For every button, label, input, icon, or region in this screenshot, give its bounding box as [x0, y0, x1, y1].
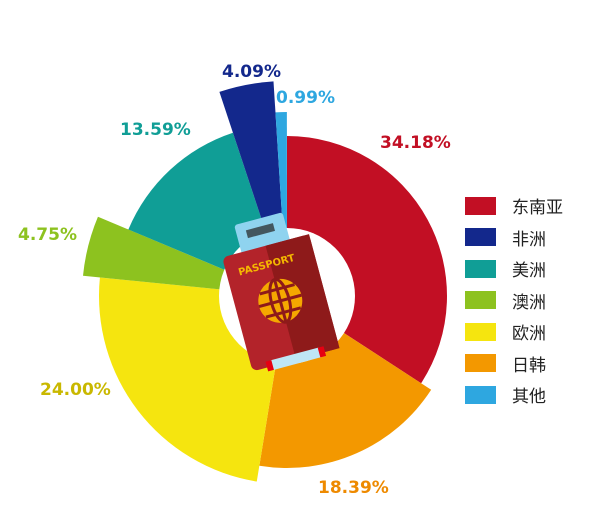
legend-swatch: [465, 196, 496, 215]
data-label: 24.00%: [40, 380, 111, 400]
legend-item: 澳洲: [465, 285, 563, 317]
legend-swatch: [465, 291, 496, 310]
data-label: 0.99%: [276, 88, 335, 108]
legend-item: 其他: [465, 379, 563, 411]
legend-label: 其他: [512, 387, 546, 408]
legend-label: 美洲: [512, 261, 546, 282]
legend-item: 非洲: [465, 222, 563, 254]
legend-label: 日韩: [512, 355, 546, 376]
legend-swatch: [465, 322, 496, 341]
legend-label: 欧洲: [512, 324, 546, 345]
legend-label: 非洲: [512, 229, 546, 250]
legend-item: 东南亚: [465, 190, 563, 222]
legend-swatch: [465, 228, 496, 247]
legend-item: 欧洲: [465, 316, 563, 348]
legend-swatch: [465, 385, 496, 404]
data-label: 4.09%: [222, 62, 281, 82]
legend-item: 美洲: [465, 253, 563, 285]
data-label: 18.39%: [318, 478, 389, 498]
legend-swatch: [465, 259, 496, 278]
legend-swatch: [465, 354, 496, 373]
data-label: 4.75%: [18, 225, 77, 245]
data-label: 34.18%: [380, 133, 451, 153]
passport-illustration: PASSPORT: [223, 212, 340, 372]
data-label: 13.59%: [120, 120, 191, 140]
legend-item: 日韩: [465, 348, 563, 380]
legend-label: 东南亚: [512, 198, 563, 219]
legend-label: 澳洲: [512, 292, 546, 313]
legend: 东南亚非洲美洲澳洲欧洲日韩其他: [465, 190, 563, 411]
